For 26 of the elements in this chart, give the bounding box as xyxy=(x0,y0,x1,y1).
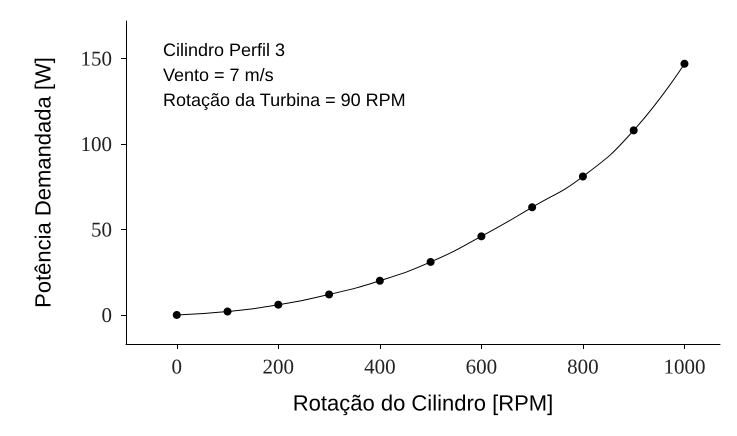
point xyxy=(630,126,638,134)
x-tick-label: 600 xyxy=(466,354,498,378)
x-tick-label: 0 xyxy=(172,354,182,378)
point xyxy=(172,310,181,319)
point xyxy=(224,308,232,316)
x-tick-label: 400 xyxy=(364,354,396,378)
annotation: Vento = 7 m/s xyxy=(163,65,274,85)
y-tick-label: 100 xyxy=(80,132,112,156)
x-tick-label: 200 xyxy=(262,354,294,378)
x-axis-title: Rotação do Cilindro [RPM] xyxy=(292,390,554,416)
y-tick-label: 150 xyxy=(80,46,112,71)
x-tick-label: 1000 xyxy=(663,354,706,378)
point xyxy=(426,258,435,266)
point xyxy=(578,172,587,181)
x-tick-label: 800 xyxy=(567,354,599,378)
y-tick-label: 0 xyxy=(102,302,112,327)
y-tick-label: 50 xyxy=(91,217,112,242)
annotation: Rotação da Turbina = 90 RPM xyxy=(163,90,406,110)
annotation: Cilindro Perfil 3 xyxy=(163,40,286,60)
point xyxy=(274,300,282,309)
point xyxy=(325,290,334,298)
y-axis-title: Potência Demandada [W] xyxy=(30,57,56,308)
point xyxy=(477,232,486,240)
point xyxy=(528,203,536,212)
point xyxy=(680,60,688,68)
point xyxy=(376,276,384,285)
